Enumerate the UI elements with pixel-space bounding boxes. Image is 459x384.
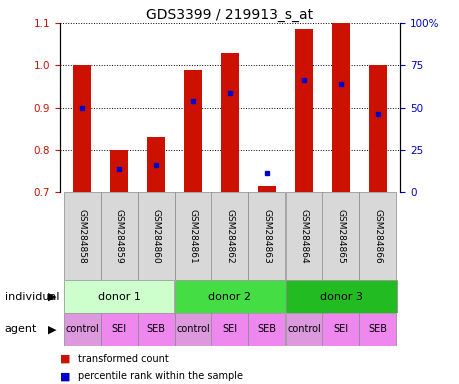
Bar [63, 192, 100, 280]
Text: SEB: SEB [146, 324, 165, 334]
Text: donor 3: donor 3 [319, 291, 362, 302]
Text: GSM284860: GSM284860 [151, 209, 160, 263]
Bar [137, 192, 174, 280]
Title: GDS3399 / 219913_s_at: GDS3399 / 219913_s_at [146, 8, 313, 22]
Bar [359, 192, 396, 280]
Bar [285, 192, 322, 280]
Bar [257, 186, 276, 192]
Bar [248, 192, 285, 280]
Text: percentile rank within the sample: percentile rank within the sample [78, 371, 243, 381]
Text: GSM284865: GSM284865 [336, 209, 345, 263]
Text: GSM284859: GSM284859 [114, 209, 123, 263]
Text: ▶: ▶ [48, 291, 56, 302]
Text: ▶: ▶ [48, 324, 56, 334]
Text: control: control [176, 324, 209, 334]
Bar [220, 53, 239, 192]
Text: GSM284858: GSM284858 [77, 209, 86, 263]
Bar [100, 313, 137, 346]
Bar [322, 313, 359, 346]
Text: SEB: SEB [257, 324, 276, 334]
Bar [63, 313, 100, 346]
Bar [211, 313, 248, 346]
Bar [211, 192, 248, 280]
Bar [100, 192, 137, 280]
Bar [331, 23, 349, 192]
Text: GSM284866: GSM284866 [373, 209, 382, 263]
Text: transformed count: transformed count [78, 354, 168, 364]
Text: individual: individual [5, 291, 59, 302]
Bar [248, 313, 285, 346]
Text: GSM284864: GSM284864 [299, 209, 308, 263]
Text: SEI: SEI [222, 324, 237, 334]
Bar [174, 192, 211, 280]
Bar [183, 70, 202, 192]
Bar [146, 137, 165, 192]
Text: donor 2: donor 2 [208, 291, 251, 302]
Bar [294, 30, 313, 192]
Text: GSM284861: GSM284861 [188, 209, 197, 263]
Bar [174, 280, 285, 313]
Text: GSM284862: GSM284862 [225, 209, 234, 263]
Text: SEI: SEI [333, 324, 348, 334]
Bar [63, 280, 174, 313]
Bar [285, 313, 322, 346]
Bar [359, 313, 396, 346]
Text: agent: agent [5, 324, 37, 334]
Text: donor 1: donor 1 [97, 291, 140, 302]
Bar [285, 280, 396, 313]
Bar [137, 313, 174, 346]
Text: SEB: SEB [368, 324, 386, 334]
Text: ■: ■ [60, 371, 70, 381]
Text: SEI: SEI [111, 324, 126, 334]
Bar [368, 65, 386, 192]
Bar [322, 192, 359, 280]
Bar [110, 150, 128, 192]
Text: control: control [65, 324, 99, 334]
Text: GSM284863: GSM284863 [262, 209, 271, 263]
Text: control: control [286, 324, 320, 334]
Bar [174, 313, 211, 346]
Text: ■: ■ [60, 354, 70, 364]
Bar [73, 65, 91, 192]
